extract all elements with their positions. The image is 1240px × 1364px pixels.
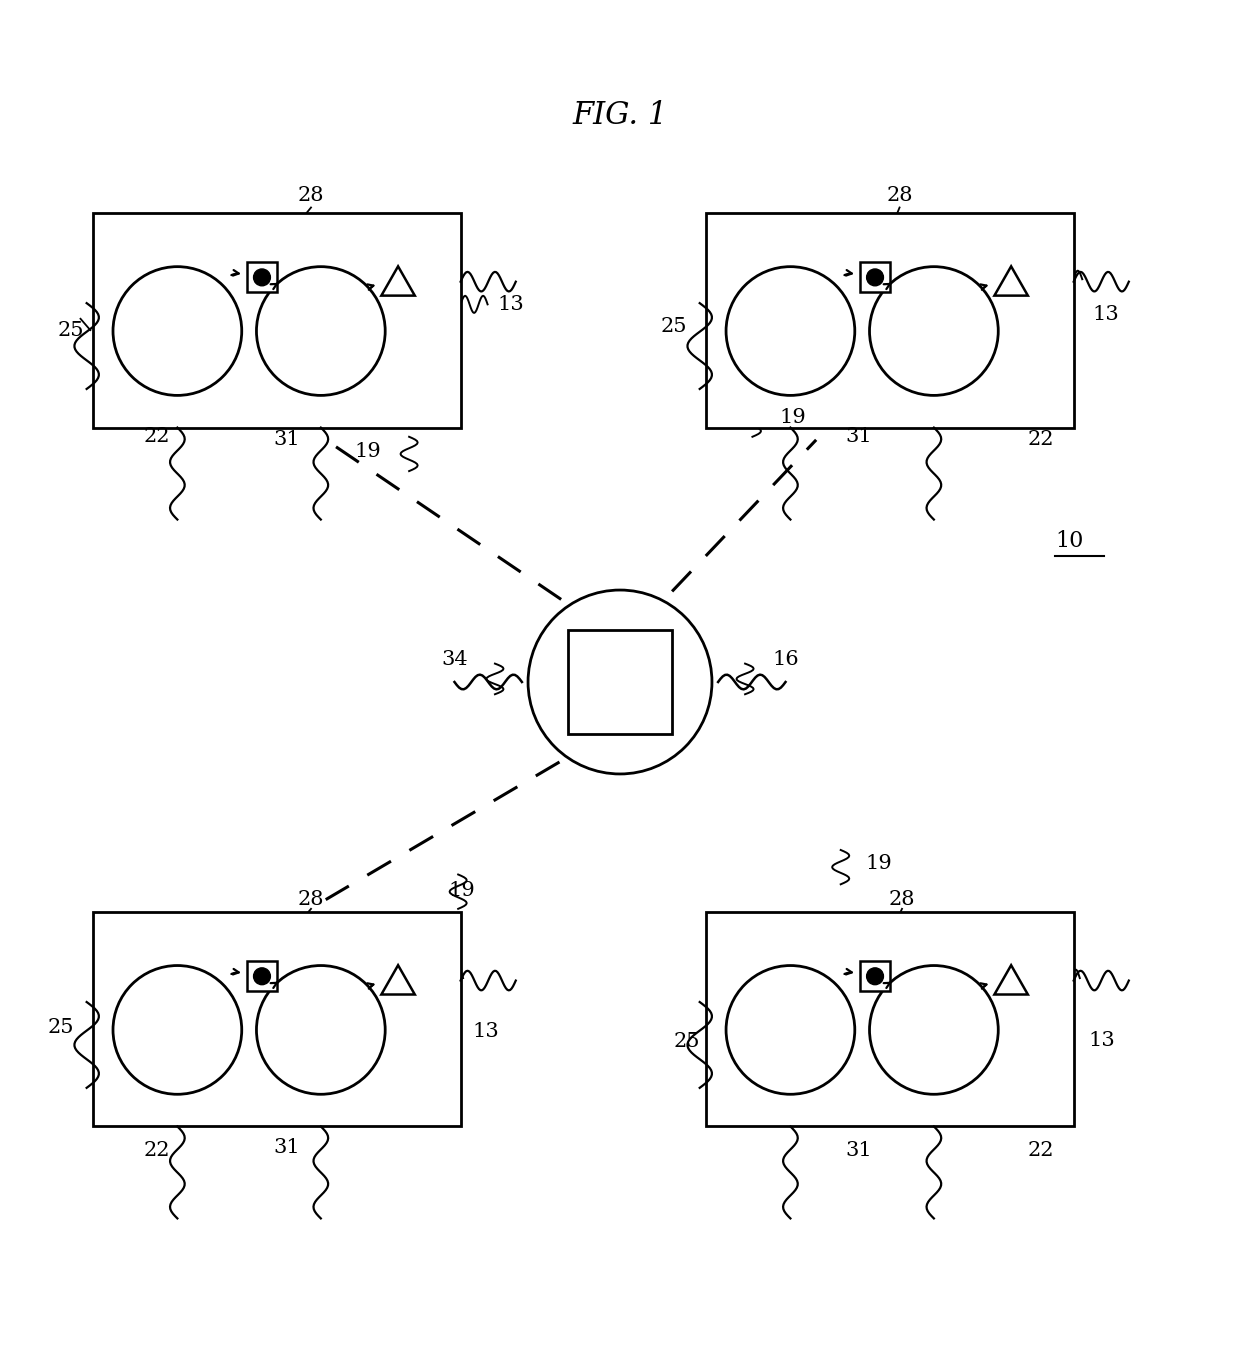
Bar <box>861 262 890 292</box>
Circle shape <box>113 966 242 1094</box>
Text: 31: 31 <box>273 1139 300 1158</box>
Bar <box>247 262 277 292</box>
Text: 13: 13 <box>1089 1031 1115 1049</box>
Text: 10: 10 <box>1055 531 1084 552</box>
Text: 28: 28 <box>298 889 325 908</box>
Text: 22: 22 <box>144 1140 170 1159</box>
Text: 34: 34 <box>441 651 467 670</box>
Circle shape <box>113 266 242 396</box>
Text: 31: 31 <box>846 427 873 446</box>
Text: 25: 25 <box>661 316 687 336</box>
Circle shape <box>727 966 854 1094</box>
Bar <box>568 630 672 734</box>
Circle shape <box>869 966 998 1094</box>
Text: 25: 25 <box>673 1031 699 1050</box>
Circle shape <box>867 269 883 286</box>
Text: 25: 25 <box>48 1019 74 1037</box>
Text: 13: 13 <box>472 1022 500 1041</box>
Circle shape <box>867 968 883 985</box>
Circle shape <box>253 968 270 985</box>
Text: 19: 19 <box>780 408 806 427</box>
Circle shape <box>727 266 854 396</box>
Text: 22: 22 <box>144 427 170 446</box>
Text: 31: 31 <box>846 1140 873 1159</box>
Bar <box>93 913 460 1127</box>
Text: 19: 19 <box>866 854 892 873</box>
Circle shape <box>869 266 998 396</box>
Text: 13: 13 <box>497 295 525 314</box>
Text: 28: 28 <box>887 186 913 205</box>
Bar <box>706 213 1074 427</box>
Bar <box>247 962 277 992</box>
Circle shape <box>528 591 712 773</box>
Bar <box>93 213 460 427</box>
Polygon shape <box>994 966 1028 994</box>
Text: 25: 25 <box>58 321 84 340</box>
Text: 31: 31 <box>273 430 300 449</box>
Bar <box>861 962 890 992</box>
Polygon shape <box>382 966 415 994</box>
Text: 19: 19 <box>355 442 381 461</box>
Text: 19: 19 <box>449 881 475 900</box>
Polygon shape <box>382 266 415 296</box>
Circle shape <box>257 266 386 396</box>
Text: 28: 28 <box>298 186 325 205</box>
Text: 16: 16 <box>773 651 799 670</box>
Text: 28: 28 <box>889 889 915 908</box>
Bar <box>706 913 1074 1127</box>
Circle shape <box>257 966 386 1094</box>
Text: 13: 13 <box>1092 304 1118 323</box>
Polygon shape <box>994 266 1028 296</box>
Text: FIG. 1: FIG. 1 <box>573 100 667 131</box>
Text: 22: 22 <box>1027 430 1054 449</box>
Circle shape <box>253 269 270 286</box>
Text: 22: 22 <box>1027 1140 1054 1159</box>
